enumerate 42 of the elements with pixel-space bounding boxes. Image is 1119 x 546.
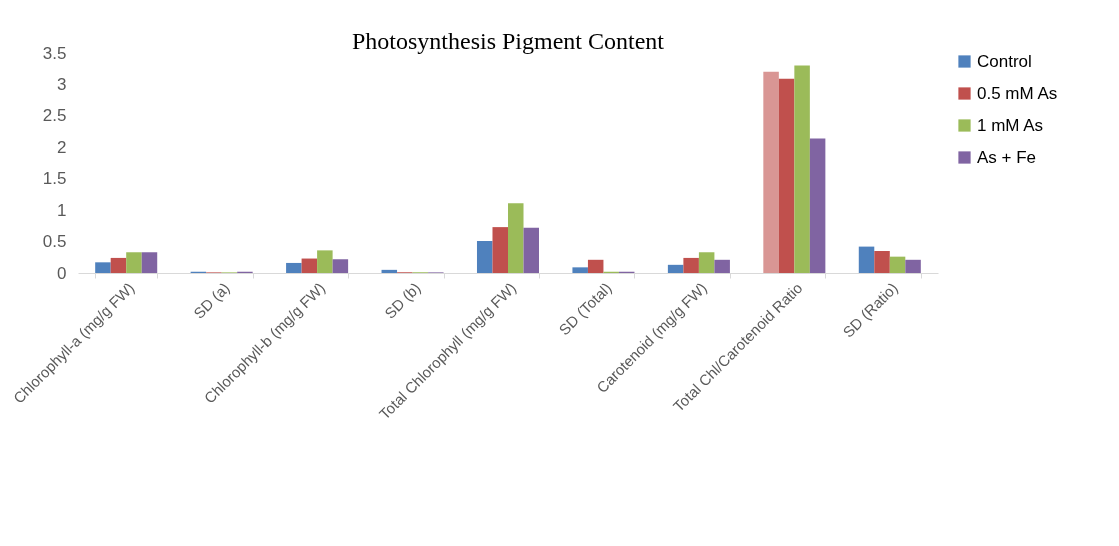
bar xyxy=(794,65,810,273)
bar xyxy=(508,203,524,273)
y-tick-label: 1.5 xyxy=(42,169,67,189)
bar xyxy=(317,250,333,273)
y-tick-label: 1 xyxy=(57,200,67,220)
bar xyxy=(381,269,398,273)
bar xyxy=(492,227,508,273)
bar xyxy=(110,257,127,273)
bar xyxy=(587,259,604,273)
bar xyxy=(126,252,142,273)
bar xyxy=(332,259,349,273)
bar xyxy=(698,252,715,273)
bar xyxy=(683,257,699,273)
y-tick-label: 2 xyxy=(57,137,67,157)
y-tick-label: 0.5 xyxy=(42,232,67,252)
x-tick-label: SD (a) xyxy=(190,279,233,322)
bar xyxy=(714,259,730,273)
bar xyxy=(809,138,826,273)
chart-title: Photosynthesis Pigment Content xyxy=(351,28,665,54)
bar xyxy=(778,78,795,273)
y-tick-label: 0 xyxy=(57,263,67,283)
y-tick-label: 3 xyxy=(57,74,67,94)
bar xyxy=(286,262,302,273)
bar xyxy=(889,256,906,273)
x-tick-label: SD (b) xyxy=(380,279,424,322)
bar xyxy=(476,240,493,273)
legend-label: As + Fe xyxy=(977,147,1037,167)
bar xyxy=(572,267,588,273)
bar xyxy=(95,262,111,273)
bar xyxy=(523,227,540,273)
bar xyxy=(141,252,158,273)
bar xyxy=(874,251,890,273)
y-tick-label: 2.5 xyxy=(42,106,67,126)
legend-label: 1 mM As xyxy=(977,115,1044,135)
y-tick-label: 3.5 xyxy=(42,43,67,63)
bar xyxy=(763,71,779,273)
bar xyxy=(905,259,921,273)
bar xyxy=(858,246,875,273)
bar xyxy=(301,258,318,273)
legend-label: 0.5 mM As xyxy=(977,83,1058,103)
legend-label: Control xyxy=(977,51,1032,71)
bar xyxy=(667,264,684,273)
